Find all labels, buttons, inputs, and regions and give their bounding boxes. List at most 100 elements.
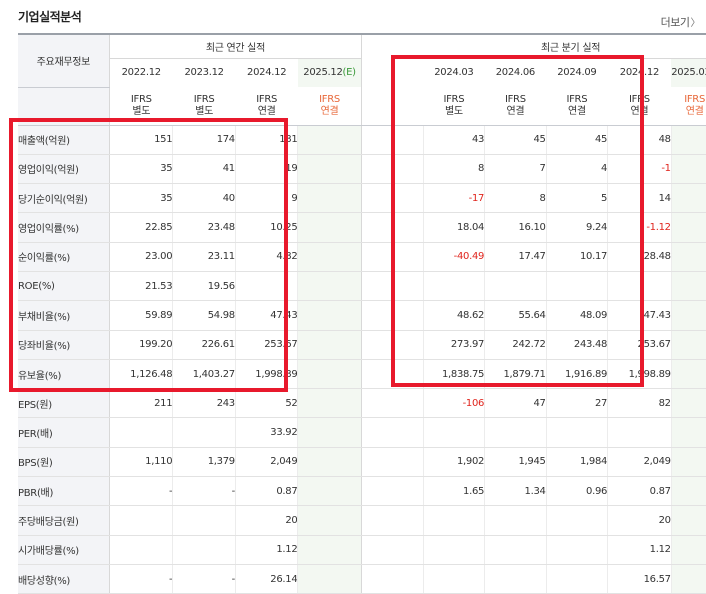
annual-value: 47.43 — [234, 300, 298, 331]
annual-value — [108, 505, 173, 536]
table-row: 부채비율(%) 59.89 54.98 47.43 48.62 55.64 48.09 47.… — [18, 300, 706, 331]
quarter-value: 48.09 — [545, 300, 608, 331]
row-header-label: 주요재무정보 — [18, 33, 110, 88]
row-label[interactable]: PER(배) — [18, 417, 110, 448]
annual-value: 1,403.27 — [172, 359, 236, 390]
annual-value: 9 — [234, 183, 298, 214]
annual-value: 35 — [108, 154, 173, 185]
annual-value: 26.14 — [234, 564, 298, 594]
row-label[interactable]: 당기순이익(억원) — [18, 183, 110, 214]
annual-ifrs-0: IFRS 별도 — [109, 87, 173, 126]
table-row: PER(배) 33.92 — [18, 417, 706, 448]
quarter-value: 1,984 — [545, 447, 608, 478]
annual-value: 59.89 — [108, 300, 173, 331]
quarter-period-4: 2025.03(E) — [671, 58, 706, 87]
quarter-value — [670, 242, 706, 272]
quarter-value — [422, 417, 485, 448]
quarter-value: 82 — [607, 388, 672, 419]
row-label[interactable]: 주당배당금(원) — [18, 505, 110, 536]
quarter-value — [484, 505, 547, 536]
table-row: 시가배당률(%) 1.12 1.12 — [18, 535, 706, 565]
row-label[interactable]: 순이익률(%) — [18, 242, 110, 272]
quarter-value — [670, 535, 706, 565]
quarter-value: 1.12 — [607, 535, 672, 565]
quarter-value — [545, 505, 608, 536]
quarter-value: 242.72 — [484, 330, 547, 360]
quarter-value: 48 — [607, 125, 672, 155]
quarter-value: 0.87 — [607, 476, 672, 507]
annual-value — [297, 125, 362, 155]
quarter-value: 9.24 — [545, 212, 608, 243]
quarter-period-2: 2024.09 — [557, 67, 597, 79]
annual-value: - — [108, 564, 173, 594]
quarter-value: -40.49 — [422, 242, 485, 272]
annual-value — [297, 271, 362, 302]
financial-table: 주요재무정보 최근 연간 실적 최근 분기 실적 2022.12 2023.12 2… — [18, 33, 706, 594]
quarter-value: 47 — [484, 388, 547, 419]
row-label[interactable]: 부채비율(%) — [18, 300, 110, 331]
annual-value — [172, 535, 236, 565]
row-label[interactable]: 시가배당률(%) — [18, 535, 110, 565]
quarter-value — [545, 417, 608, 448]
quarter-value: 14 — [607, 183, 672, 214]
row-label[interactable]: BPS(원) — [18, 447, 110, 478]
annual-value: 35 — [108, 183, 173, 214]
quarter-ifrs-2: IFRS 연결 — [546, 87, 608, 126]
quarter-value — [484, 564, 547, 594]
quarter-value: 47.43 — [607, 300, 672, 331]
quarter-value — [545, 535, 608, 565]
quarter-value — [607, 417, 672, 448]
quarter-value: -1 — [607, 154, 672, 185]
estimate-mark: (E) — [342, 67, 357, 79]
table-row: 당좌비율(%) 199.20 226.61 253.67 273.97 242.72 243… — [18, 330, 706, 360]
annual-value: 1,126.48 — [108, 359, 173, 390]
annual-value: 151 — [108, 125, 173, 155]
annual-value — [234, 271, 298, 302]
quarter-value — [422, 505, 485, 536]
row-label[interactable]: ROE(%) — [18, 271, 110, 302]
annual-value: 211 — [108, 388, 173, 419]
table-row: 영업이익률(%) 22.85 23.48 10.25 18.04 16.10 9.24 -1.… — [18, 212, 706, 243]
quarter-value — [607, 271, 672, 302]
quarter-value — [484, 417, 547, 448]
quarter-value: -1.12 — [607, 212, 672, 243]
annual-ifrs-2: IFRS 연결 — [235, 87, 298, 126]
annual-value: 1,998.89 — [234, 359, 298, 390]
quarter-period-3: 2024.12 — [619, 67, 660, 79]
quarter-value: 2,049 — [607, 447, 672, 478]
row-label[interactable]: 당좌비율(%) — [18, 330, 110, 360]
annual-value: 226.61 — [172, 330, 236, 360]
quarter-value — [670, 564, 706, 594]
annual-value: - — [172, 564, 236, 594]
quarter-value — [422, 271, 485, 302]
more-link[interactable]: 더보기〉 — [661, 14, 701, 30]
annual-period-3: 2025.12(E) — [297, 58, 362, 87]
table-row: 영업이익(억원) 35 41 19 8 7 4 -1 — [18, 154, 706, 185]
section-title: 기업실적분석 — [18, 10, 82, 24]
row-label[interactable]: EPS(원) — [18, 388, 110, 419]
annual-value — [297, 535, 362, 565]
row-label[interactable]: PBR(배) — [18, 476, 110, 507]
quarter-ifrs-1: IFRS 연결 — [484, 87, 547, 126]
row-label[interactable]: 영업이익(억원) — [18, 154, 110, 185]
table-row: PBR(배) - -0.87 1.65 1.34 0.96 0.87 — [18, 476, 706, 507]
annual-group-title: 최근 연간 실적 — [109, 33, 362, 59]
annual-value — [297, 330, 362, 360]
annual-value: 181 — [234, 125, 298, 155]
quarter-value — [670, 505, 706, 536]
annual-value — [297, 242, 362, 272]
quarter-value: 1,916.89 — [545, 359, 608, 390]
quarter-value — [670, 417, 706, 448]
row-label[interactable]: 매출액(억원) — [18, 125, 110, 155]
row-label[interactable]: 영업이익률(%) — [18, 212, 110, 243]
quarter-value — [670, 330, 706, 360]
annual-value — [297, 300, 362, 331]
annual-value — [297, 154, 362, 185]
annual-value: 243 — [172, 388, 236, 419]
quarter-value — [670, 476, 706, 507]
quarter-value: 273.97 — [422, 330, 485, 360]
quarter-value: 27 — [545, 388, 608, 419]
row-label[interactable]: 배당성향(%) — [18, 564, 110, 594]
annual-value: 23.11 — [172, 242, 236, 272]
row-label[interactable]: 유보율(%) — [18, 359, 110, 390]
